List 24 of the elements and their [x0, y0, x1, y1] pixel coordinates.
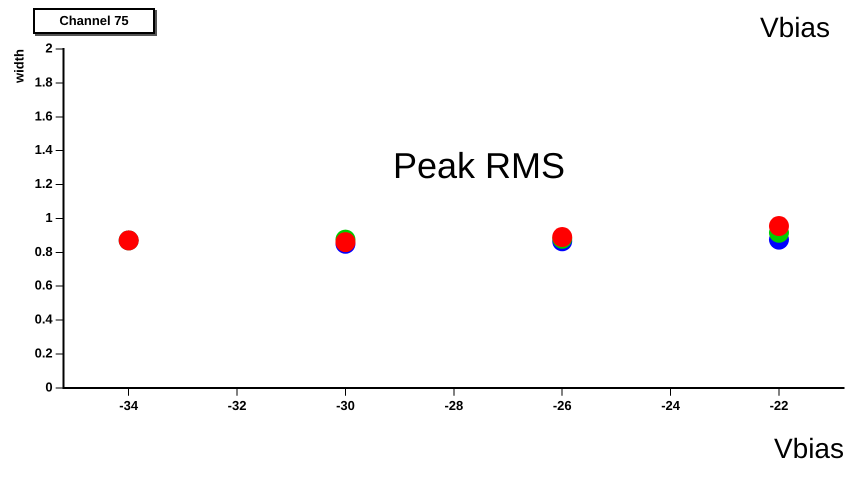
x-tick-label: -22	[770, 398, 788, 414]
y-tick-label: 1.6	[34, 108, 53, 124]
y-tick-label: 1	[45, 210, 53, 225]
x-tick-label: -26	[552, 398, 572, 414]
x-tick-label: -28	[444, 398, 464, 414]
text: Vbias	[760, 12, 830, 44]
y-axis-title: width	[11, 48, 26, 84]
annotation: Peak RMS	[393, 145, 566, 186]
x-tick-label: -30	[336, 398, 355, 414]
x-tick-label: -32	[228, 398, 246, 414]
y-tick-label: 0.8	[34, 244, 53, 259]
point	[768, 216, 789, 236]
chart-title: Channel 75	[33, 8, 155, 34]
x-axis-title: Vbias	[774, 432, 844, 464]
x-tick-label: -34	[119, 398, 139, 414]
y-tick-label: 0.4	[34, 312, 54, 327]
y-tick-label: 1.4	[34, 142, 54, 158]
x-tick-label: -24	[661, 398, 681, 414]
y-tick-label: 1.2	[34, 176, 53, 192]
y-tick-label: 2	[45, 40, 53, 56]
y-tick-label: 0.6	[34, 278, 53, 293]
y-tick-label: 0	[45, 379, 53, 394]
y-tick-label: 1.8	[34, 74, 53, 90]
y-tick-label: 0.2	[34, 346, 53, 360]
